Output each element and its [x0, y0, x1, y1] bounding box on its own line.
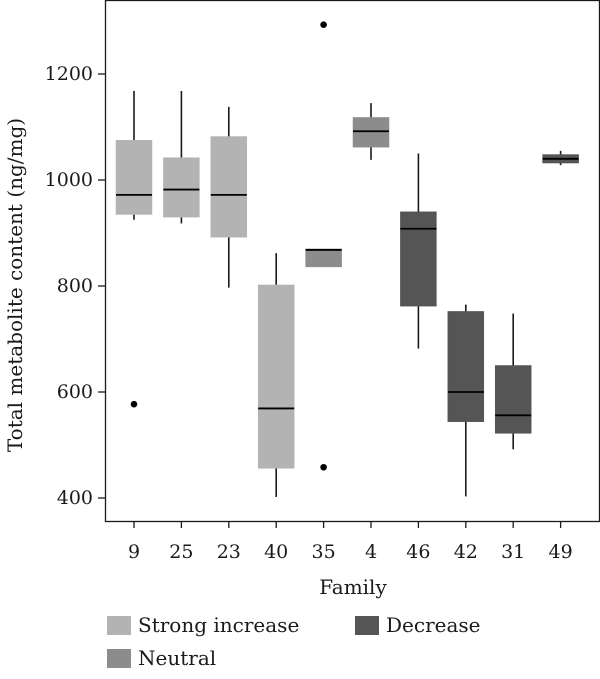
- legend-swatch: [107, 649, 131, 668]
- legend-swatch: [355, 616, 379, 635]
- x-tick-label: 46: [406, 541, 430, 563]
- y-axis-label: Total metabolite content (ng/mg): [3, 118, 27, 452]
- box-body: [447, 311, 485, 422]
- x-tick-label: 49: [549, 541, 573, 563]
- box-family-49: [542, 150, 579, 166]
- x-tick-label: 42: [454, 541, 478, 563]
- box-body: [494, 365, 532, 434]
- outlier-point: [320, 463, 327, 471]
- box-family-25: [163, 90, 200, 224]
- legend-label: Strong increase: [138, 613, 299, 637]
- x-tick-label: 23: [217, 541, 241, 563]
- box-family-23: [210, 106, 248, 288]
- box-family-42: [447, 304, 485, 497]
- box-body: [400, 211, 437, 307]
- box-body: [352, 117, 390, 148]
- x-tick-label: 40: [264, 541, 288, 563]
- box-body: [115, 140, 153, 215]
- box-family-40: [257, 253, 295, 497]
- box-body: [257, 284, 295, 469]
- y-tick-label: 400: [57, 487, 93, 509]
- box-body: [163, 157, 200, 218]
- plot-area: [115, 21, 579, 497]
- x-tick-label: 35: [312, 541, 336, 563]
- y-tick-label: 600: [57, 381, 93, 403]
- box-body: [210, 136, 248, 238]
- legend-label: Neutral: [138, 646, 216, 670]
- x-tick-label: 9: [128, 541, 140, 563]
- x-tick-label: 25: [169, 541, 193, 563]
- box-body: [305, 248, 342, 268]
- box-family-35: [305, 21, 342, 471]
- box-family-4: [352, 103, 390, 160]
- legend-label: Decrease: [386, 613, 481, 637]
- x-tick-label: 31: [501, 541, 525, 563]
- y-tick-label: 1000: [45, 169, 93, 191]
- y-tick-label: 800: [57, 275, 93, 297]
- box-family-31: [494, 313, 532, 450]
- legend-swatch: [107, 616, 131, 635]
- legend: Strong increase Neutral Decrease: [107, 613, 481, 670]
- y-tick-label: 1200: [45, 63, 93, 85]
- outlier-point: [320, 21, 327, 29]
- legend-item: Decrease: [355, 613, 481, 637]
- plot-frame: [104, 0, 600, 523]
- x-axis-label: Family: [319, 575, 387, 599]
- legend-item: Neutral: [107, 646, 216, 670]
- legend-item: Strong increase: [107, 613, 299, 637]
- outlier-point: [130, 400, 138, 408]
- box-family-9: [115, 90, 153, 408]
- x-tick-label: 4: [365, 541, 377, 563]
- axes: 400 600 800 1000 1200 9 25 23 40 35 4 46 42 31 49: [45, 0, 600, 563]
- box-family-46: [400, 153, 437, 349]
